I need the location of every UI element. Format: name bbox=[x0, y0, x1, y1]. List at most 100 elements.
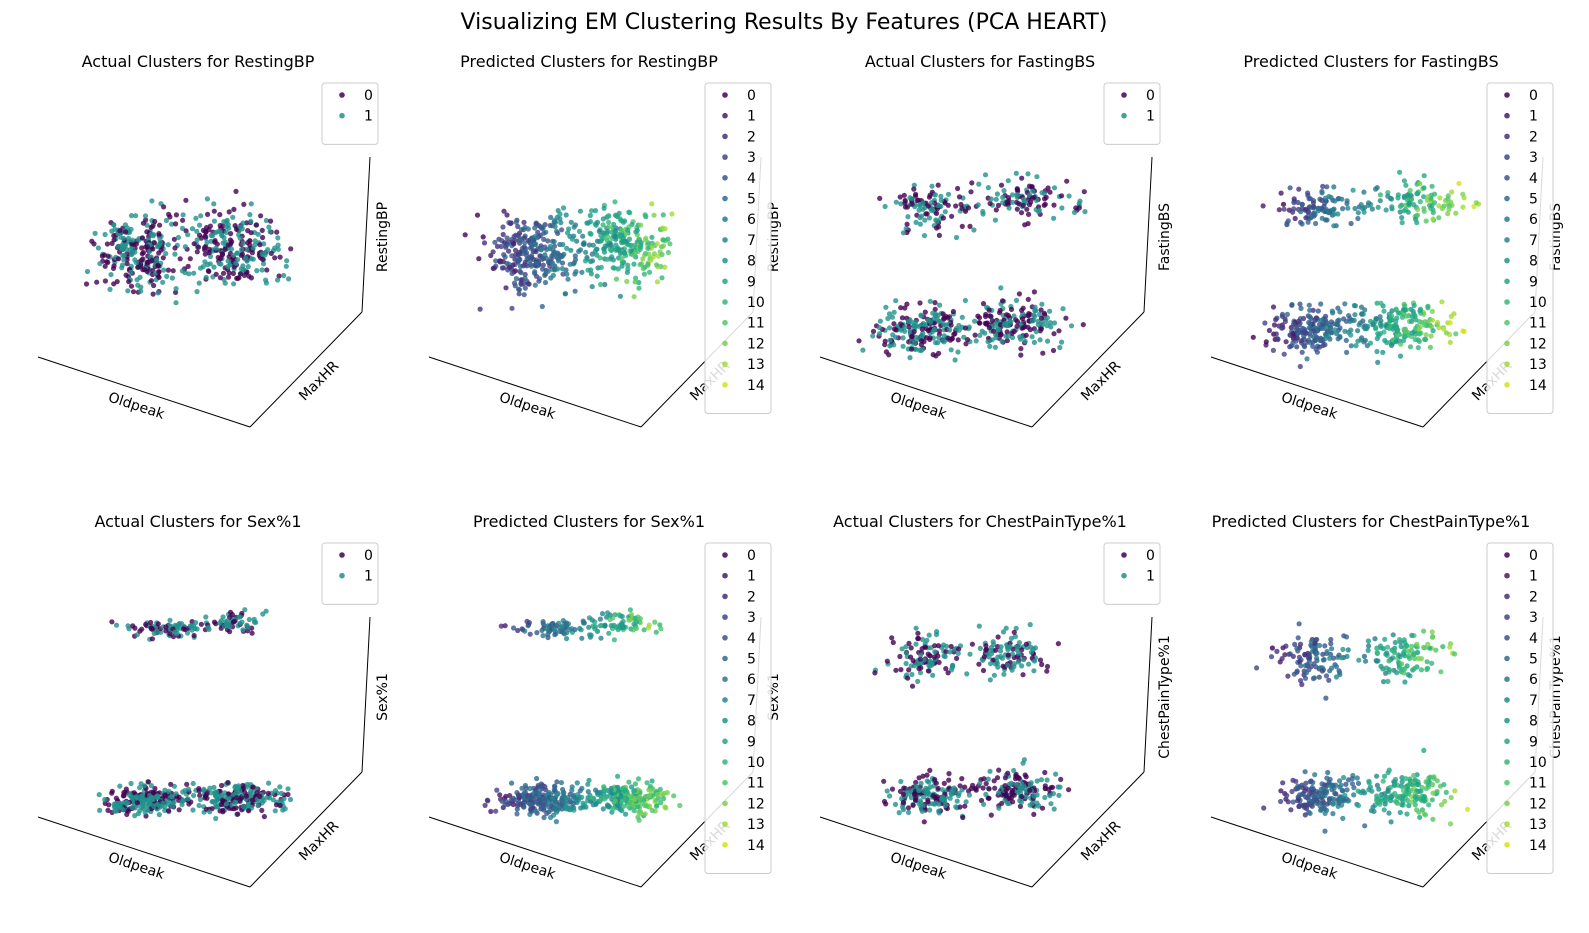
scatter-point bbox=[272, 255, 278, 261]
scatter-point bbox=[115, 243, 121, 250]
scatter-point bbox=[194, 249, 200, 255]
scatter-point bbox=[1398, 783, 1404, 789]
scatter-point bbox=[1343, 781, 1349, 787]
scatter-point bbox=[1285, 673, 1291, 679]
scatter-point bbox=[637, 796, 643, 802]
scatter-point bbox=[897, 194, 903, 200]
scatter-point bbox=[1377, 801, 1383, 807]
scatter-point bbox=[611, 637, 617, 643]
scatter-point bbox=[135, 811, 141, 817]
scatter-point bbox=[955, 337, 961, 343]
scatter-point bbox=[1322, 782, 1328, 788]
scatter-point bbox=[877, 318, 883, 324]
scatter-point bbox=[927, 807, 933, 813]
scatter-point bbox=[1398, 341, 1404, 347]
scatter-point bbox=[981, 776, 987, 782]
scatter-point bbox=[887, 793, 893, 799]
scatter-point bbox=[962, 784, 968, 790]
scatter-point bbox=[104, 241, 110, 247]
legend-label: 9 bbox=[1529, 274, 1538, 290]
scatter-point bbox=[1032, 313, 1038, 319]
scatter-point bbox=[232, 799, 238, 805]
scatter-point bbox=[1448, 794, 1454, 801]
scatter-point bbox=[1268, 654, 1275, 660]
scatter-point bbox=[589, 795, 596, 801]
scatter-point bbox=[1042, 201, 1048, 207]
scatter-point bbox=[499, 798, 505, 804]
scatter-point bbox=[1397, 353, 1404, 359]
scatter-point bbox=[268, 250, 274, 256]
scatter-point bbox=[1306, 302, 1312, 308]
scatter-point bbox=[260, 256, 266, 262]
scatter-point bbox=[1405, 782, 1411, 789]
scatter-point bbox=[124, 261, 130, 267]
x-axis-line bbox=[428, 356, 642, 428]
scatter-point bbox=[598, 238, 604, 244]
scatter-point bbox=[211, 201, 217, 207]
scatter-point bbox=[649, 778, 655, 784]
scatter-point bbox=[207, 785, 213, 791]
scatter-point bbox=[653, 797, 659, 803]
scatter-point bbox=[1460, 191, 1466, 197]
scatter-point bbox=[248, 201, 254, 207]
scatter-point bbox=[1402, 679, 1408, 685]
scatter-point bbox=[918, 800, 924, 806]
scatter-point bbox=[1436, 325, 1442, 331]
scatter-point bbox=[564, 245, 570, 251]
scatter-point bbox=[513, 276, 519, 282]
scatter-point bbox=[999, 298, 1006, 304]
scatter-point bbox=[613, 276, 620, 282]
scatter-point bbox=[1445, 196, 1451, 202]
scatter-point bbox=[274, 229, 280, 235]
scatter-point bbox=[890, 639, 896, 646]
scatter-point bbox=[1312, 640, 1318, 647]
scatter-point bbox=[959, 776, 965, 782]
scatter-point bbox=[1059, 193, 1065, 199]
legend-label: 10 bbox=[747, 295, 765, 311]
scatter-point bbox=[1381, 679, 1387, 685]
scatter-point bbox=[963, 341, 969, 347]
scatter-point bbox=[662, 264, 668, 270]
scatter-point bbox=[660, 225, 666, 231]
scatter-point bbox=[638, 811, 644, 817]
scatter-point bbox=[1471, 203, 1477, 210]
scatter-point bbox=[554, 809, 560, 815]
scatter-point bbox=[1017, 798, 1023, 804]
scatter-point bbox=[1008, 319, 1014, 325]
scatter-point bbox=[580, 804, 586, 810]
scatter-point bbox=[577, 247, 584, 253]
scatter-point bbox=[277, 784, 283, 790]
scatter-point bbox=[527, 631, 533, 637]
scatter-point bbox=[266, 224, 272, 230]
scatter-point bbox=[980, 208, 986, 215]
legend-marker bbox=[1504, 842, 1510, 848]
scatter-point bbox=[491, 265, 497, 271]
scatter-point bbox=[597, 616, 603, 622]
legend-label: 1 bbox=[747, 109, 756, 125]
scatter-point bbox=[1053, 771, 1059, 777]
scatter-point bbox=[618, 793, 624, 799]
legend-marker bbox=[1504, 697, 1510, 703]
scatter-point bbox=[1439, 299, 1445, 305]
scatter-point bbox=[1429, 634, 1435, 640]
scatter-point bbox=[162, 792, 168, 798]
scatter-point bbox=[583, 249, 589, 255]
scatter-point bbox=[560, 205, 567, 211]
scatter-point bbox=[557, 252, 563, 259]
scatter-point bbox=[1044, 663, 1051, 670]
scatter-point bbox=[1014, 192, 1020, 198]
scatter-point bbox=[918, 780, 924, 786]
scatter-point bbox=[1055, 784, 1061, 790]
scatter-point bbox=[1330, 811, 1336, 817]
scatter-point bbox=[1406, 200, 1412, 207]
scatter-point bbox=[1403, 182, 1409, 188]
scatter-point bbox=[535, 229, 541, 235]
scatter-point bbox=[237, 235, 243, 241]
scatter-point bbox=[660, 243, 667, 249]
scatter-point bbox=[173, 289, 179, 295]
scatter-point bbox=[240, 263, 246, 269]
scatter-point bbox=[1392, 776, 1399, 783]
scatter-point bbox=[1281, 206, 1287, 212]
x-axis-line bbox=[37, 816, 251, 888]
scatter-point bbox=[1425, 194, 1431, 200]
